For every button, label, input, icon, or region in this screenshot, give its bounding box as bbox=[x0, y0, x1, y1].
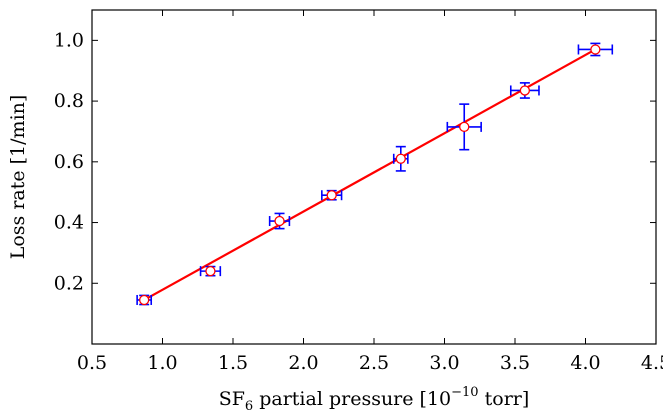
x-label-mid: partial pressure [10 bbox=[253, 388, 451, 410]
data-marker bbox=[519, 85, 531, 96]
x-axis-label: SF6 partial pressure [10−10 torr] bbox=[219, 385, 530, 413]
data-marker bbox=[326, 190, 337, 201]
data-marker bbox=[590, 44, 601, 55]
x-tick-label: 3.5 bbox=[500, 352, 530, 374]
data-point bbox=[509, 82, 540, 99]
x-tick-label: 2.5 bbox=[359, 352, 389, 374]
data-marker bbox=[205, 265, 216, 277]
x-tick-label: 4.5 bbox=[641, 352, 663, 374]
y-tick-label: 0.8 bbox=[54, 90, 84, 112]
data-point bbox=[136, 294, 153, 306]
x-label-sub: 6 bbox=[245, 399, 253, 413]
data-point bbox=[268, 212, 291, 230]
data-point bbox=[577, 42, 614, 57]
x-tick-label: 1.5 bbox=[218, 352, 248, 374]
y-axis-label: Loss rate [1/min] bbox=[7, 95, 29, 260]
data-point bbox=[392, 145, 409, 172]
data-marker bbox=[274, 215, 285, 227]
y-tick-label: 0.4 bbox=[54, 212, 84, 234]
x-label-sup: −10 bbox=[451, 385, 478, 400]
data-marker bbox=[139, 294, 150, 306]
axis-ticks: 0.5 1.0 1.5 2.0 2.5 3.0 3.5 4.0 4.5 0.2 0.4 0.6 0.8 1… bbox=[54, 10, 663, 374]
x-tick-label: 1.0 bbox=[147, 352, 177, 374]
plot-frame bbox=[91, 9, 657, 345]
x-tick-label: 0.5 bbox=[77, 352, 107, 374]
x-tick-label: 4.0 bbox=[570, 352, 600, 374]
x-tick-label: 3.0 bbox=[429, 352, 459, 374]
data-marker bbox=[395, 153, 406, 164]
data-marker bbox=[459, 121, 470, 133]
y-tick-label: 1.0 bbox=[54, 29, 84, 51]
y-tick-label: 0.2 bbox=[54, 272, 84, 294]
data-points-group bbox=[136, 42, 614, 306]
x-label-end: torr] bbox=[479, 388, 530, 410]
data-point bbox=[446, 103, 482, 151]
x-tick-label: 2.0 bbox=[288, 352, 318, 374]
data-point bbox=[321, 189, 343, 201]
data-point bbox=[199, 265, 222, 277]
y-tick-label: 0.6 bbox=[54, 151, 84, 173]
x-label-main: SF bbox=[219, 388, 245, 410]
